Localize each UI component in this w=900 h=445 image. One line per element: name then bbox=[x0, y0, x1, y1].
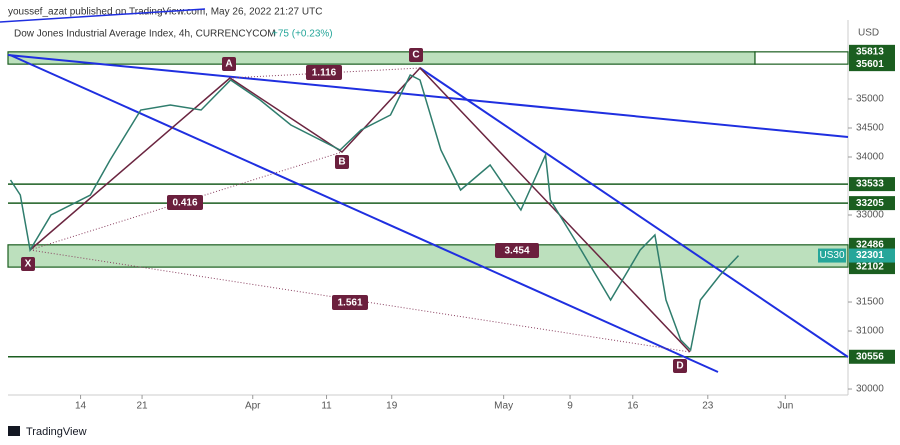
zone-gap bbox=[754, 51, 849, 65]
point-box bbox=[222, 57, 236, 71]
symbol-tag bbox=[818, 248, 846, 263]
price-line bbox=[9, 73, 740, 352]
price-tag-label: 32301 bbox=[856, 250, 884, 261]
y-tick-label: 33000 bbox=[856, 210, 884, 221]
pattern-dotted bbox=[29, 151, 343, 251]
point-label: A bbox=[225, 59, 232, 70]
drawings bbox=[0, 8, 849, 373]
point-label: C bbox=[412, 50, 419, 61]
brand-logo bbox=[8, 426, 20, 436]
x-tick-label: 19 bbox=[386, 401, 398, 412]
point-label: B bbox=[338, 157, 345, 168]
price-tag-label: 35601 bbox=[856, 59, 884, 70]
trend-line bbox=[7, 54, 849, 138]
point-label: X bbox=[25, 259, 32, 270]
channel-line bbox=[419, 67, 849, 358]
price-tag bbox=[849, 196, 895, 211]
brand: TradingView bbox=[26, 426, 87, 438]
ratio-box bbox=[332, 295, 368, 310]
point-box bbox=[673, 359, 687, 373]
x-tick-label: 16 bbox=[627, 401, 639, 412]
pattern-labels: A C B X D 1.116 0.416 3.454 1.561 bbox=[21, 48, 687, 373]
ratio-label: 0.416 bbox=[172, 198, 197, 209]
price-tag bbox=[849, 57, 895, 72]
price-tag bbox=[849, 44, 895, 59]
x-tick-label: May bbox=[494, 401, 513, 412]
point-box bbox=[409, 48, 423, 62]
x-tick-label: 14 bbox=[75, 401, 87, 412]
ratio-label: 1.116 bbox=[312, 68, 337, 79]
ratio-box bbox=[167, 195, 203, 210]
ratio-box bbox=[306, 65, 342, 80]
point-label: D bbox=[676, 361, 683, 372]
x-tick-label: 23 bbox=[702, 401, 714, 412]
price-tag-label: 33205 bbox=[856, 198, 884, 209]
price-tag-label: 30556 bbox=[856, 351, 884, 362]
zone bbox=[7, 244, 849, 268]
point-box bbox=[21, 257, 35, 271]
ratio-label: 1.561 bbox=[337, 298, 362, 309]
x-tick-label: 9 bbox=[567, 401, 573, 412]
price-tag bbox=[849, 177, 895, 192]
x-tick-label: Jun bbox=[777, 401, 793, 412]
price-tag bbox=[849, 260, 895, 275]
x-tick-label: 21 bbox=[136, 401, 148, 412]
zone bbox=[7, 51, 756, 65]
ratio-label: 3.454 bbox=[504, 246, 529, 257]
price-tag-label: 33533 bbox=[856, 179, 884, 190]
price-tag bbox=[849, 248, 895, 263]
x-tick-label: 11 bbox=[321, 401, 332, 412]
price-tag bbox=[849, 349, 895, 364]
y-tick-label: 35000 bbox=[856, 94, 884, 105]
currency: USD bbox=[858, 28, 879, 39]
channel-line bbox=[9, 54, 719, 373]
y-tick-label: 31000 bbox=[856, 326, 884, 337]
y-tick-label: 30000 bbox=[856, 384, 884, 395]
y-tick-label: 31500 bbox=[856, 297, 884, 308]
price-tag bbox=[849, 237, 895, 252]
price-tag-label: 32102 bbox=[856, 262, 884, 273]
price-tag-label: 32486 bbox=[856, 239, 884, 250]
y-tick-label: 34500 bbox=[856, 123, 884, 134]
point-box bbox=[335, 155, 349, 169]
price-tag-label: 35813 bbox=[856, 46, 884, 57]
symbol: Dow Jones Industrial Average Index, 4h, … bbox=[14, 29, 276, 40]
symbol-tag-label: US30 bbox=[819, 250, 844, 261]
x-tick-label: Apr bbox=[245, 401, 261, 412]
y-tick-label: 34000 bbox=[856, 152, 884, 163]
ratio-box bbox=[495, 243, 539, 258]
change: +75 (+0.23%) bbox=[272, 29, 333, 40]
trend-line bbox=[0, 8, 206, 23]
